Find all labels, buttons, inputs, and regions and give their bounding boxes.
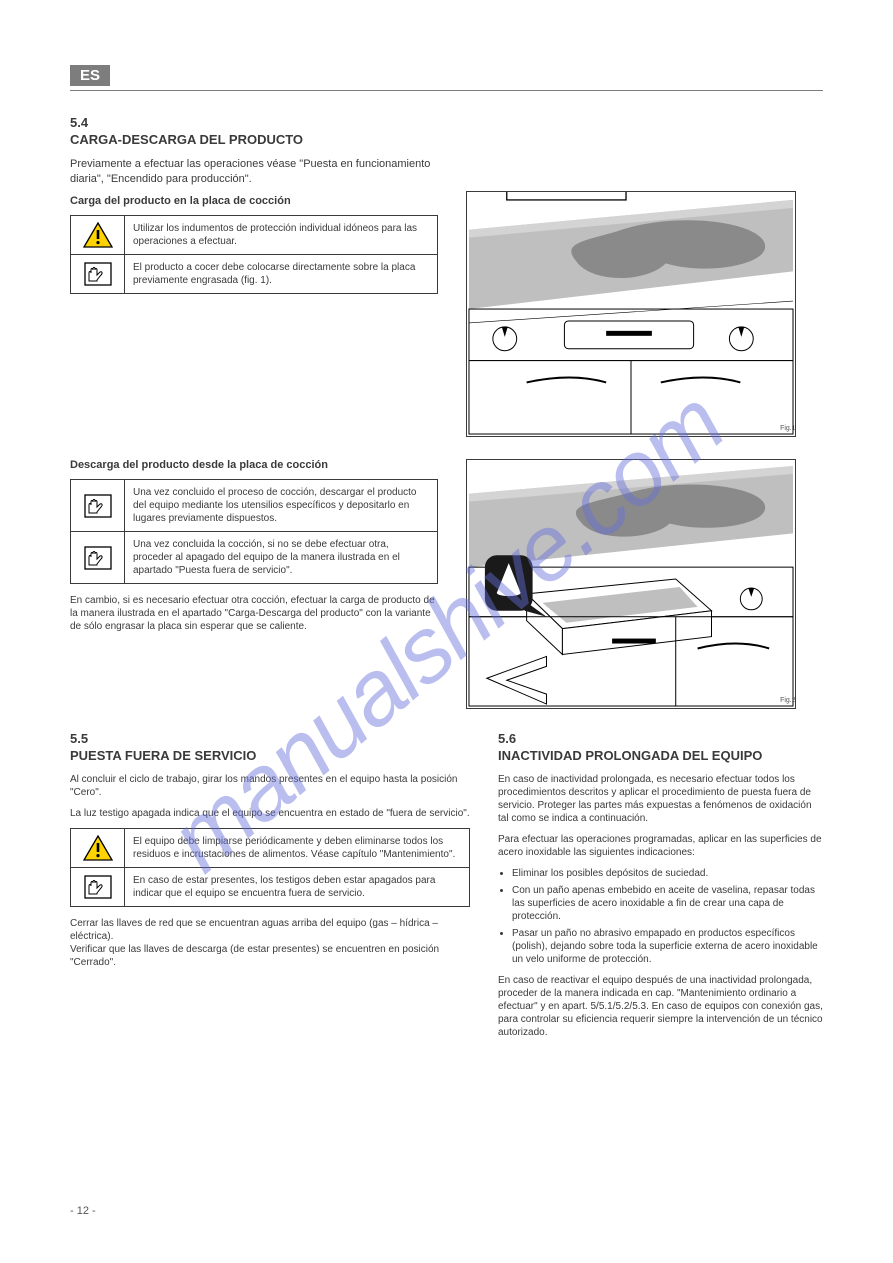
fig-subtitle-2: Descarga del producto desde la placa de … [70, 459, 438, 471]
col-left-1: 5.4 CARGA-DESCARGA DEL PRODUCTO Previame… [70, 115, 438, 437]
bullet: Con un paño apenas embebido en aceite de… [512, 884, 823, 923]
notice-table-2: Una vez concluido el proceso de cocción,… [70, 479, 438, 584]
notice-table-3: El equipo debe limpiarse periódicamente … [70, 828, 470, 907]
fig-subtitle-1: Carga del producto en la placa de cocció… [70, 195, 438, 207]
warning-icon-cell [71, 216, 125, 254]
fig1-svg: Fig.1 [467, 192, 795, 436]
figure-2: Fig.2 [466, 459, 796, 709]
header: ES [70, 65, 823, 86]
header-rule [70, 90, 823, 91]
notice-row: En caso de estar presentes, los testigos… [71, 867, 469, 906]
notice-text: El producto a cocer debe colocarse direc… [125, 255, 437, 293]
hand-icon [83, 545, 113, 571]
sec4-p1: En caso de inactividad prolongada, es ne… [498, 773, 823, 825]
page-number: - 12 - [70, 1205, 96, 1217]
hand-icon-cell [71, 868, 125, 906]
section-intro: Previamente a efectuar las operaciones v… [70, 157, 438, 187]
notice-row: El producto a cocer debe colocarse direc… [71, 254, 437, 293]
col-5-5: 5.5 PUESTA FUERA DE SERVICIO Al concluir… [70, 731, 470, 1047]
sec3-p1: Al concluir el ciclo de trabajo, girar l… [70, 773, 470, 799]
section-title: PUESTA FUERA DE SERVICIO [70, 748, 470, 763]
warning-icon [83, 835, 113, 861]
hand-icon-cell [71, 255, 125, 293]
extra-note: En cambio, si es necesario efectuar otra… [70, 594, 438, 633]
notice-row: El equipo debe limpiarse periódicamente … [71, 829, 469, 867]
section-title: INACTIVIDAD PROLONGADA DEL EQUIPO [498, 748, 823, 763]
row-sec-5-5-5-6: 5.5 PUESTA FUERA DE SERVICIO Al concluir… [70, 731, 823, 1047]
hand-icon [83, 261, 113, 287]
notice-text: Una vez concluido el proceso de cocción,… [125, 480, 437, 531]
notice-row: Una vez concluida la cocción, si no se d… [71, 531, 437, 583]
svg-text:Fig.1: Fig.1 [780, 425, 795, 432]
notice-text: En caso de estar presentes, los testigos… [125, 868, 469, 906]
col-right-1: Fig.1 [466, 115, 796, 437]
row-sec-5-4-b: Descarga del producto desde la placa de … [70, 459, 823, 709]
notice-row: Una vez concluido el proceso de cocción,… [71, 480, 437, 531]
section-number: 5.6 [498, 731, 823, 746]
notice-row: Utilizar los indumentos de protección in… [71, 216, 437, 254]
section-number: 5.5 [70, 731, 470, 746]
sec4-p3: En caso de reactivar el equipo después d… [498, 974, 823, 1039]
hand-icon-cell [71, 480, 125, 531]
fig2-svg: Fig.2 [467, 460, 795, 708]
sec3-after: Cerrar las llaves de red que se encuentr… [70, 917, 470, 969]
page: ES 5.4 CARGA-DESCARGA DEL PRODUCTO Previ… [0, 0, 893, 1119]
section-title: CARGA-DESCARGA DEL PRODUCTO [70, 132, 438, 147]
figure-1: Fig.1 [466, 191, 796, 437]
bullet: Pasar un paño no abrasivo empapado en pr… [512, 927, 823, 966]
notice-text: Utilizar los indumentos de protección in… [125, 216, 437, 254]
col-left-2: Descarga del producto desde la placa de … [70, 459, 438, 709]
notice-table-1: Utilizar los indumentos de protección in… [70, 215, 438, 294]
col-5-6: 5.6 INACTIVIDAD PROLONGADA DEL EQUIPO En… [498, 731, 823, 1047]
section-number: 5.4 [70, 115, 438, 130]
hand-icon [83, 493, 113, 519]
notice-text: El equipo debe limpiarse periódicamente … [125, 829, 469, 867]
hand-icon-cell [71, 532, 125, 583]
svg-text:Fig.2: Fig.2 [780, 697, 795, 704]
col-right-2: Fig.2 [466, 459, 796, 709]
lang-badge: ES [70, 65, 110, 86]
bullet: Eliminar los posibles depósitos de sucie… [512, 867, 823, 880]
notice-text: Una vez concluida la cocción, si no se d… [125, 532, 437, 583]
row-sec-5-4-a: 5.4 CARGA-DESCARGA DEL PRODUCTO Previame… [70, 115, 823, 437]
sec3-p2: La luz testigo apagada indica que el equ… [70, 807, 470, 820]
warning-icon [83, 222, 113, 248]
sec4-p2: Para efectuar las operaciones programada… [498, 833, 823, 859]
warning-icon-cell [71, 829, 125, 867]
hand-icon [83, 874, 113, 900]
sec4-bullets: Eliminar los posibles depósitos de sucie… [498, 867, 823, 966]
